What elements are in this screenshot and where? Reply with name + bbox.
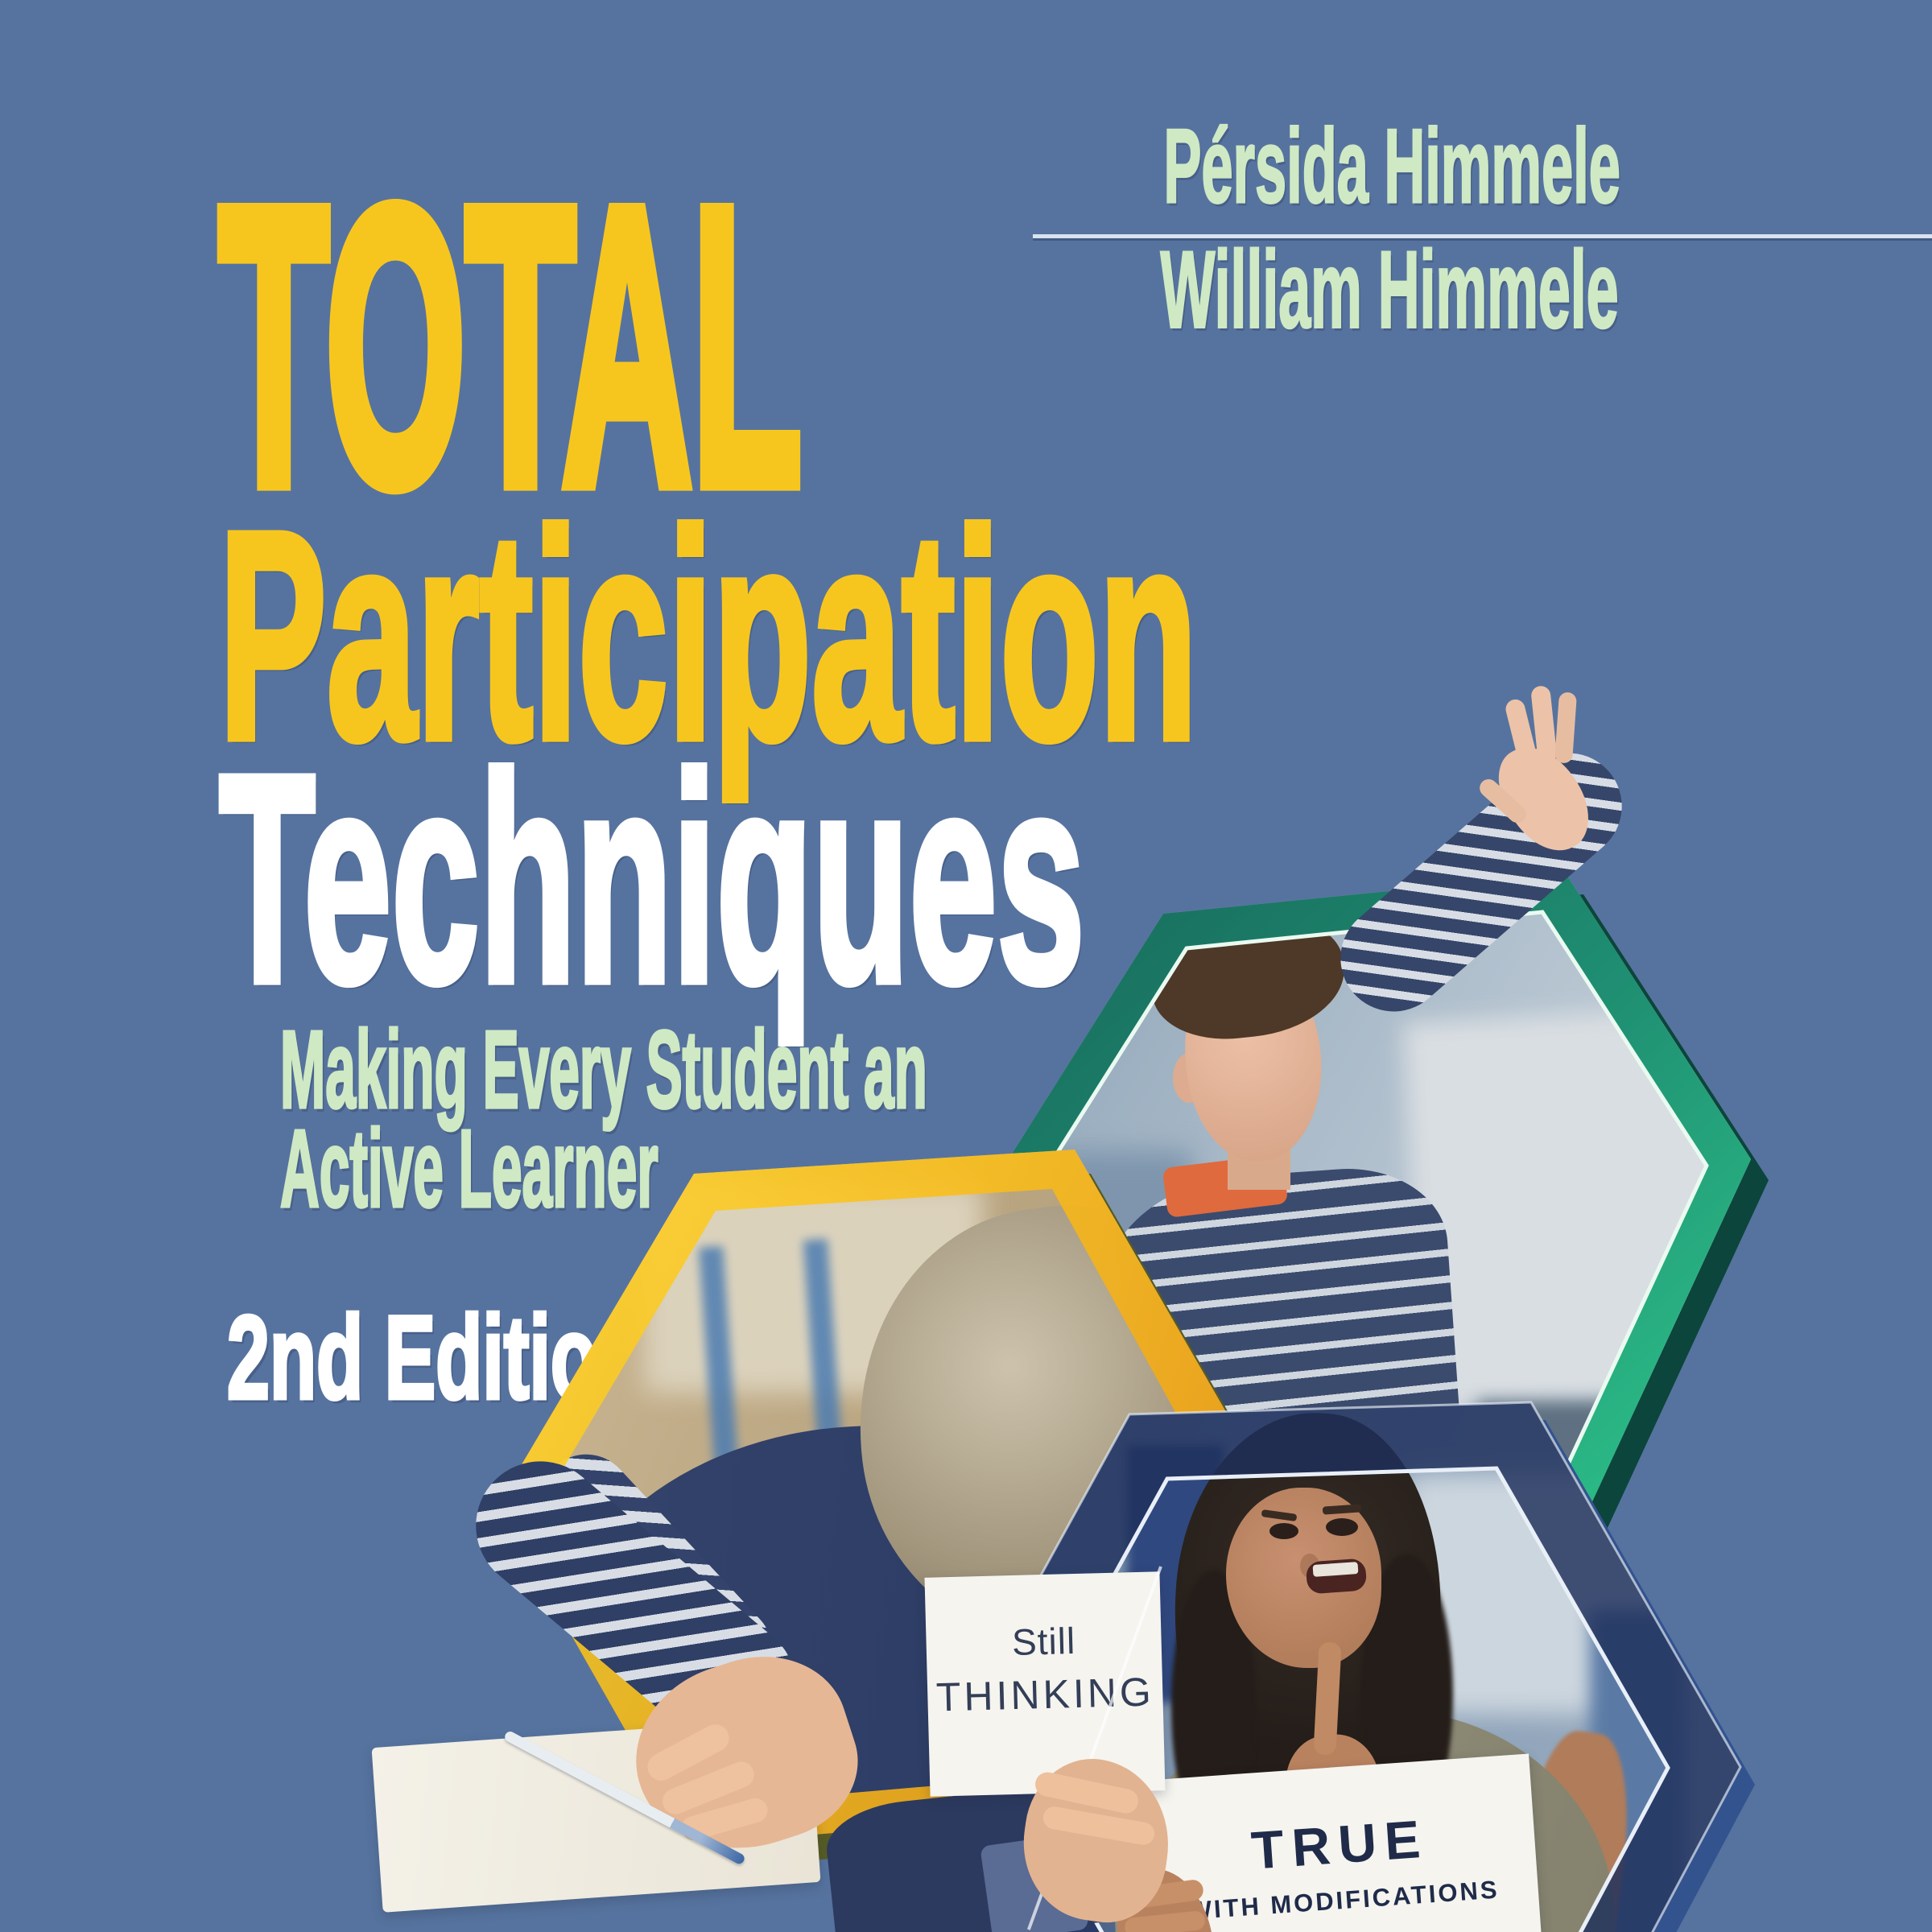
title-word-techniques: Techniques	[217, 712, 1087, 1045]
student-card-still-thinking: Still THINKING	[924, 1571, 1166, 1797]
author-name-2: William Himmele	[1160, 229, 1620, 352]
subtitle-line-1: Making Every Student an	[279, 1007, 928, 1131]
hexagon-frame-navy	[934, 1401, 1742, 1932]
title-word-total: TOTAL	[215, 125, 806, 567]
navy-inner-outline	[1005, 1466, 1670, 1932]
navy-outer-outline	[934, 1401, 1742, 1932]
author-name-1: Pérsida Himmele	[1163, 107, 1621, 225]
title-word-participation: Participation	[217, 469, 1199, 802]
eye-left	[1269, 1523, 1298, 1539]
eye-right	[1326, 1518, 1358, 1536]
subtitle-line-2: Active Learner	[279, 1106, 659, 1230]
author-divider-line	[1033, 234, 1932, 238]
navy-ring	[935, 1402, 1740, 1932]
card-thinking-line-2: THINKING	[935, 1669, 1155, 1720]
